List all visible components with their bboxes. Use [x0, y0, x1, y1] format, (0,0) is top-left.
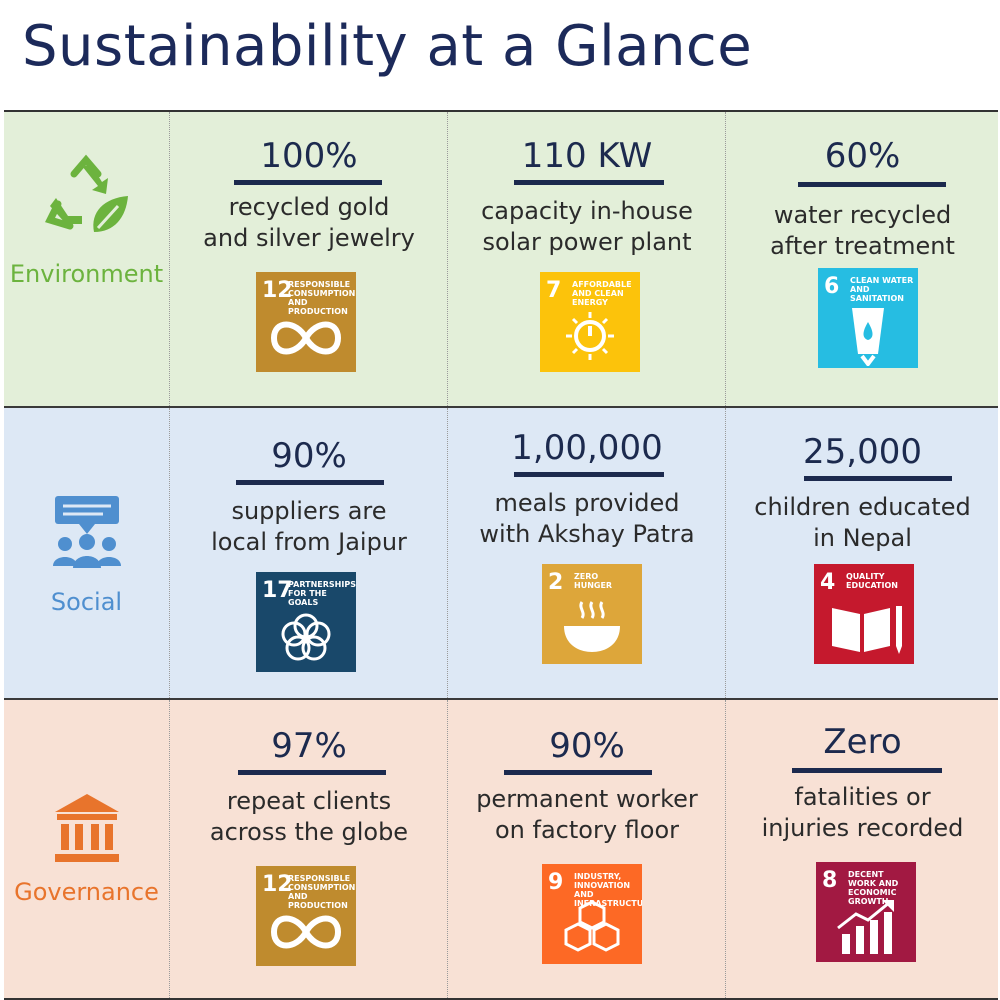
sdg-9-badge: 9 Industry, innovation and infrastructur…	[542, 864, 642, 964]
metric-value: 90%	[271, 436, 347, 476]
category-cell-social: Social	[4, 408, 169, 700]
sun-power-icon	[566, 312, 614, 360]
sdg-17-badge: 17 Partnerships for the goals	[256, 572, 356, 672]
metric-description: recycled gold and silver jewelry	[203, 193, 415, 252]
metric-value: 60%	[824, 136, 901, 176]
category-label-environment: Environment	[9, 260, 164, 288]
sdg-4-badge: 4 Quality education	[814, 564, 914, 664]
metric-value: 97%	[271, 726, 347, 766]
metric-cell: 110 KW capacity in-house solar power plan…	[447, 112, 726, 406]
metric-cell: 90% suppliers are local from Jaipur 17 Pa…	[169, 408, 448, 700]
institution-icon	[4, 792, 169, 864]
infinity-icon	[270, 321, 342, 355]
metric-underline	[234, 180, 382, 185]
sdg-8-badge: 8 Decent work and economic growth	[816, 862, 916, 962]
metric-description: fatalities or injuries recorded	[761, 783, 964, 842]
metric-description: capacity in-house solar power plant	[481, 197, 693, 256]
flower-rings-icon	[281, 613, 331, 661]
sustainability-grid: Environment 100% recycled gold and silver…	[4, 110, 998, 1000]
metric-cell: 1,00,000 meals provided with Akshay Patra…	[447, 408, 726, 700]
water-glass-icon	[852, 308, 884, 366]
bowl-icon	[564, 601, 620, 652]
metric-description: suppliers are local from Jaipur	[211, 497, 407, 556]
metric-underline	[238, 770, 386, 775]
category-label-governance: Governance	[14, 878, 159, 906]
metric-cell: 60% water recycled after treatment 6 Clea…	[725, 112, 999, 406]
metric-description: meals provided with Akshay Patra	[479, 489, 695, 548]
sdg-7-badge: 7 Affordable and clean energy	[540, 272, 640, 372]
category-cell-environment: Environment	[4, 112, 169, 406]
category-cell-governance: Governance	[4, 700, 169, 998]
metric-underline	[514, 472, 664, 477]
row-governance: Governance 97% repeat clients across the …	[4, 698, 998, 998]
metric-underline	[236, 480, 384, 485]
people-chat-icon	[4, 494, 169, 570]
growth-chart-icon	[837, 900, 894, 954]
metric-cell: Zero fatalities or injuries recorded 8 De…	[725, 700, 999, 998]
metric-cell: 97% repeat clients across the globe 12 Re…	[169, 700, 448, 998]
metric-underline	[514, 180, 664, 185]
metric-underline	[804, 476, 952, 481]
metric-description: permanent worker on factory floor	[476, 785, 698, 844]
metric-underline	[504, 770, 652, 775]
metric-cell: 25,000 children educated in Nepal 4 Quali…	[725, 408, 999, 700]
metric-value: 25,000	[803, 432, 922, 472]
metric-value: Zero	[823, 722, 902, 762]
metric-cell: 90% permanent worker on factory floor 9 I…	[447, 700, 726, 998]
metric-underline	[798, 182, 946, 187]
infinity-icon	[270, 915, 342, 949]
page-title: Sustainability at a Glance	[22, 14, 753, 79]
sdg-2-badge: 2 Zero hunger	[542, 564, 642, 664]
metric-cell: 100% recycled gold and silver jewelry 12 …	[169, 112, 448, 406]
sdg-12-badge: 12 Responsible consumption and productio…	[256, 272, 356, 372]
metric-underline	[792, 768, 942, 773]
metric-value: 90%	[549, 726, 625, 766]
row-environment: Environment 100% recycled gold and silver…	[4, 112, 998, 406]
metric-value: 110 KW	[521, 136, 653, 176]
category-label-social: Social	[50, 588, 123, 616]
metric-value: 100%	[260, 136, 358, 176]
metric-value: 1,00,000	[511, 428, 663, 468]
row-social: Social 90% suppliers are local from Jaipu…	[4, 406, 998, 700]
sdg-12-badge: 12 Responsible consumption and productio…	[256, 866, 356, 966]
metric-description: children educated in Nepal	[754, 493, 971, 552]
metric-description: repeat clients across the globe	[209, 787, 409, 846]
book-pencil-icon	[832, 606, 902, 654]
metric-description: water recycled after treatment	[770, 201, 955, 260]
cubes-icon	[564, 900, 620, 952]
recycle-leaf-icon	[4, 154, 169, 240]
sdg-6-badge: 6 Clean water and sanitation	[818, 268, 918, 368]
